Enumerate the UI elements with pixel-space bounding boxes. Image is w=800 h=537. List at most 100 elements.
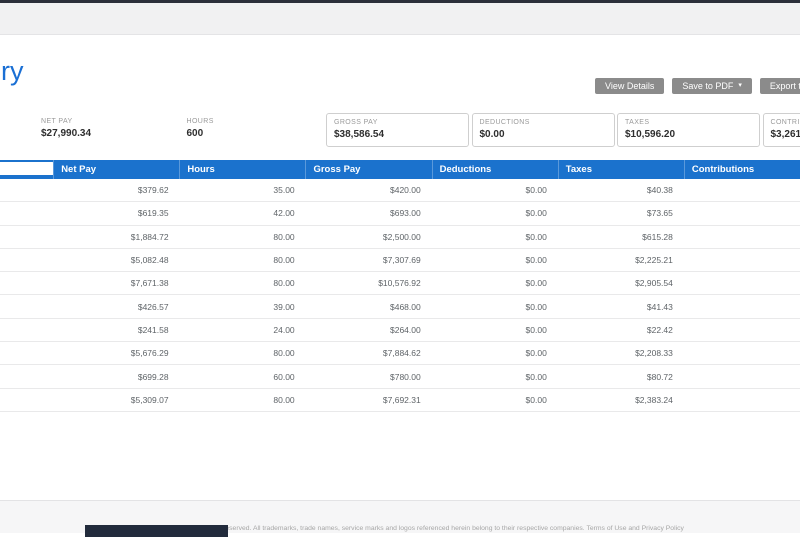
cell-gross-pay: $7,307.69 (306, 255, 432, 265)
card-value: $38,586.54 (334, 129, 468, 140)
footer-legal-links[interactable]: Terms of Use and Privacy Policy (586, 525, 683, 532)
cell-gross-pay: $7,692.31 (306, 395, 432, 405)
cell-taxes: $2,905.54 (558, 278, 684, 288)
cell-hours: 80.00 (180, 395, 306, 405)
cell-hours: 35.00 (180, 185, 306, 195)
card-label: TAXES (625, 119, 759, 126)
card-label: HOURS (187, 118, 324, 125)
cell-gross-pay: $420.00 (306, 185, 432, 195)
cell-taxes: $2,383.24 (558, 395, 684, 405)
cell-net-pay: $1,884.72 (54, 232, 180, 242)
cell-taxes: $615.28 (558, 232, 684, 242)
cell-hours: 80.00 (180, 348, 306, 358)
cell-gross-pay: $780.00 (306, 372, 432, 382)
cell-net-pay: $5,309.07 (54, 395, 180, 405)
cell-deductions: $0.00 (432, 395, 558, 405)
save-to-pdf-label: Save to PDF (682, 78, 733, 94)
cell-gross-pay: $2,500.00 (306, 232, 432, 242)
column-header-taxes[interactable]: Taxes (558, 160, 684, 179)
summary-card-gross-pay[interactable]: GROSS PAY $38,586.54 (326, 113, 469, 147)
app-header-band (0, 3, 800, 35)
table-header: Net Pay Hours Gross Pay Deductions Taxes… (0, 160, 800, 179)
cell-taxes: $73.65 (558, 208, 684, 218)
cell-net-pay: $241.58 (54, 325, 180, 335)
cell-gross-pay: $468.00 (306, 302, 432, 312)
cell-taxes: $80.72 (558, 372, 684, 382)
cell-net-pay: $699.28 (54, 372, 180, 382)
summary-card-deductions[interactable]: DEDUCTIONS $0.00 (472, 113, 615, 147)
table-filter-input[interactable] (0, 162, 53, 175)
cell-deductions: $0.00 (432, 325, 558, 335)
card-label: CONTRIBUTIONS (771, 119, 800, 126)
view-details-button[interactable]: View Details (595, 78, 664, 94)
card-value: $3,261.54 (771, 129, 800, 140)
toolbar: View Details Save to PDF ▾ Export to Exc… (595, 78, 800, 94)
save-to-pdf-button[interactable]: Save to PDF ▾ (672, 78, 752, 94)
cell-net-pay: $7,671.38 (54, 278, 180, 288)
card-value: 600 (187, 128, 324, 139)
cell-net-pay: $5,082.48 (54, 255, 180, 265)
cell-net-pay: $619.35 (54, 208, 180, 218)
cell-deductions: $0.00 (432, 302, 558, 312)
cell-hours: 60.00 (180, 372, 306, 382)
export-to-excel-button[interactable]: Export to Excel (760, 78, 800, 94)
cell-gross-pay: $10,576.92 (306, 278, 432, 288)
column-header-hours[interactable]: Hours (179, 160, 305, 179)
summary-card-net-pay: NET PAY $27,990.34 (35, 113, 178, 147)
cell-net-pay: $379.62 (54, 185, 180, 195)
cell-hours: 80.00 (180, 278, 306, 288)
export-to-excel-label: Export to Excel (770, 78, 800, 94)
cell-deductions: $0.00 (432, 185, 558, 195)
cell-taxes: $41.43 (558, 302, 684, 312)
cell-hours: 42.00 (180, 208, 306, 218)
cell-deductions: $0.00 (432, 348, 558, 358)
summary-card-taxes[interactable]: TAXES $10,596.20 (617, 113, 760, 147)
cell-hours: 24.00 (180, 325, 306, 335)
cell-taxes: $2,225.21 (558, 255, 684, 265)
cell-gross-pay: $7,884.62 (306, 348, 432, 358)
summary-cards: NET PAY $27,990.34 HOURS 600 GROSS PAY $… (35, 113, 800, 147)
column-header-contributions[interactable]: Contributions (684, 160, 800, 179)
cell-deductions: $0.00 (432, 208, 558, 218)
card-label: NET PAY (41, 118, 178, 125)
column-header-gross-pay[interactable]: Gross Pay (305, 160, 431, 179)
bottom-cutoff-bar (85, 525, 228, 537)
page-title: ry (1, 56, 24, 87)
cell-gross-pay: $693.00 (306, 208, 432, 218)
cell-deductions: $0.00 (432, 278, 558, 288)
chevron-down-icon: ▾ (738, 78, 742, 94)
table-header-name-column (0, 160, 53, 179)
cell-net-pay: $5,676.29 (54, 348, 180, 358)
column-header-deductions[interactable]: Deductions (432, 160, 558, 179)
cell-deductions: $0.00 (432, 232, 558, 242)
cell-taxes: $40.38 (558, 185, 684, 195)
view-details-label: View Details (605, 78, 654, 94)
summary-card-hours: HOURS 600 (181, 113, 324, 147)
card-value: $10,596.20 (625, 129, 759, 140)
card-label: GROSS PAY (334, 119, 468, 126)
cell-deductions: $0.00 (432, 255, 558, 265)
cell-net-pay: $426.57 (54, 302, 180, 312)
column-header-net-pay[interactable]: Net Pay (53, 160, 179, 179)
cell-taxes: $22.42 (558, 325, 684, 335)
card-label: DEDUCTIONS (480, 119, 614, 126)
card-value: $0.00 (480, 129, 614, 140)
cell-hours: 80.00 (180, 232, 306, 242)
cell-hours: 80.00 (180, 255, 306, 265)
cell-gross-pay: $264.00 (306, 325, 432, 335)
cell-hours: 39.00 (180, 302, 306, 312)
card-value: $27,990.34 (41, 128, 178, 139)
cell-deductions: $0.00 (432, 372, 558, 382)
summary-card-contributions[interactable]: CONTRIBUTIONS $3,261.54 (763, 113, 800, 147)
